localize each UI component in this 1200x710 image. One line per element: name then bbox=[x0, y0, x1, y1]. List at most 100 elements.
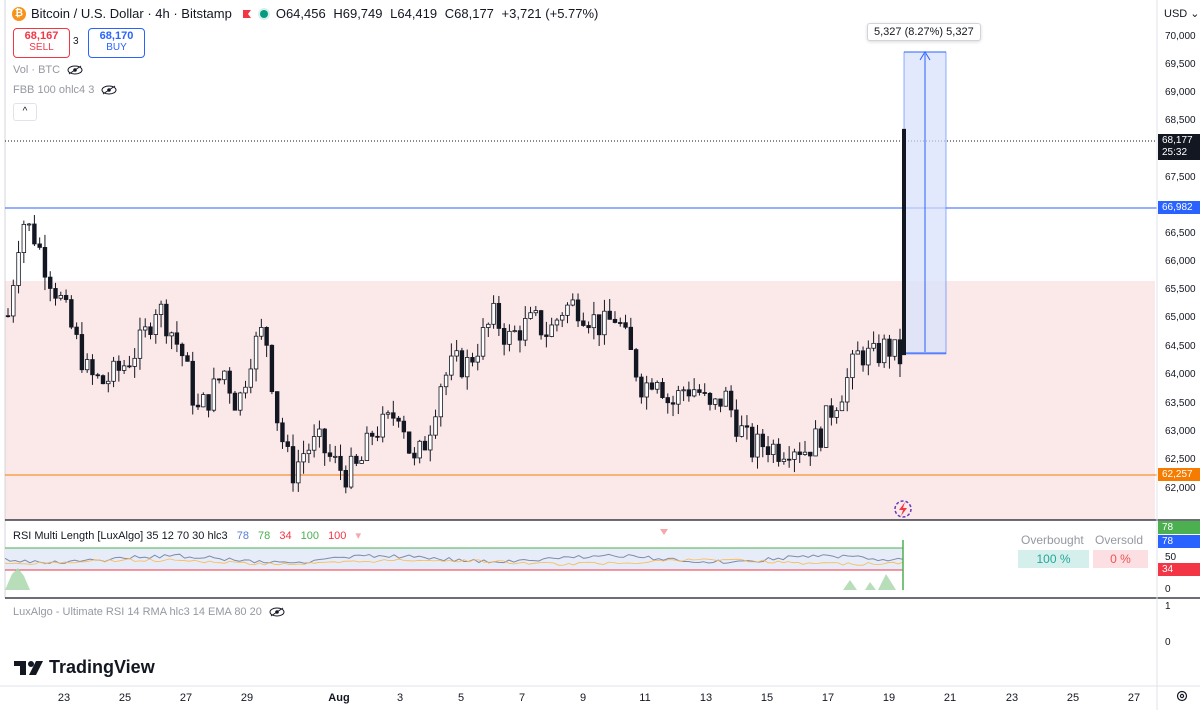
measure-tooltip: 5,327 (8.27%) 5,327 bbox=[867, 23, 981, 41]
lower-axis-1: 1 bbox=[1165, 601, 1171, 612]
date-axis-label: 9 bbox=[579, 692, 587, 704]
indicator-fbb-label: FBB 100 ohlc4 3 bbox=[13, 84, 95, 96]
indicator-vol[interactable]: Vol · BTC bbox=[13, 64, 83, 76]
candle-body bbox=[106, 380, 111, 385]
candle-body bbox=[639, 376, 644, 398]
candle-body bbox=[111, 360, 116, 382]
candle-body bbox=[560, 314, 565, 321]
candle-body bbox=[607, 310, 612, 320]
buy-label: BUY bbox=[106, 42, 127, 53]
rsi-value-1: 78 bbox=[236, 530, 249, 542]
candle-body bbox=[755, 433, 760, 458]
sell-button[interactable]: 68,167 SELL bbox=[13, 28, 70, 58]
candle-body bbox=[496, 302, 502, 329]
candle-body bbox=[380, 413, 385, 438]
candle-body bbox=[253, 335, 259, 370]
currency-selector[interactable]: USD ⌄ bbox=[1164, 7, 1200, 20]
price-axis-label: 63,500 bbox=[1165, 398, 1196, 409]
rsi-area-right bbox=[843, 574, 896, 590]
date-axis-label: 21 bbox=[943, 692, 957, 704]
candle-body bbox=[16, 252, 21, 286]
rsi-value-4: 100 bbox=[300, 530, 319, 542]
candle-body bbox=[438, 386, 444, 418]
candle-body bbox=[538, 310, 544, 336]
candles-layer bbox=[5, 128, 906, 494]
alert-flash-icon-bolt bbox=[899, 502, 907, 516]
ohlc-values: O64,456 H69,749 L64,419 C68,177 +3,721 (… bbox=[276, 6, 603, 21]
candle-body bbox=[586, 325, 591, 329]
price-axis-label: 67,500 bbox=[1165, 172, 1196, 183]
candle-body bbox=[681, 389, 686, 392]
candle-body bbox=[232, 392, 238, 411]
candle-body bbox=[523, 318, 528, 341]
candle-body bbox=[845, 377, 850, 403]
eye-slash-icon[interactable] bbox=[101, 85, 117, 95]
candle-body bbox=[238, 392, 243, 411]
candle-body bbox=[686, 389, 692, 397]
candle-body bbox=[343, 469, 348, 488]
candle-body bbox=[786, 458, 792, 461]
candle-body bbox=[739, 425, 744, 437]
candle-body bbox=[464, 357, 470, 378]
eye-slash-icon[interactable] bbox=[269, 607, 285, 617]
candle-body bbox=[575, 299, 581, 322]
candle-body bbox=[670, 402, 676, 405]
market-status-icon[interactable] bbox=[259, 9, 268, 18]
rsi-title: RSI Multi Length [LuxAlgo] 35 12 70 30 h… bbox=[13, 530, 228, 542]
candle-body bbox=[243, 386, 248, 394]
rsi-value-2: 78 bbox=[258, 530, 271, 542]
alert-flash-icon[interactable] bbox=[894, 500, 912, 518]
date-axis-label: 27 bbox=[1127, 692, 1141, 704]
candle-body bbox=[491, 302, 496, 325]
candle-body bbox=[628, 326, 634, 350]
rsi-value-3: 34 bbox=[279, 530, 292, 542]
price-axis-label: 70,000 bbox=[1165, 31, 1196, 42]
candle-body bbox=[42, 247, 48, 278]
collapse-indicators-button[interactable]: ^ bbox=[13, 103, 37, 121]
level-badge-orange: 62,257 bbox=[1158, 468, 1200, 481]
candle-body bbox=[296, 461, 301, 484]
gear-icon[interactable] bbox=[1175, 689, 1189, 703]
candle-body bbox=[665, 397, 670, 404]
candle-body bbox=[765, 446, 771, 456]
candle-body bbox=[881, 338, 887, 364]
high-value: H69,749 bbox=[333, 6, 383, 21]
buy-button[interactable]: 68,170 BUY bbox=[88, 28, 145, 58]
candle-body bbox=[385, 412, 391, 415]
candle-body bbox=[401, 420, 407, 433]
candle-body bbox=[808, 451, 813, 457]
tradingview-logo[interactable]: TradingView bbox=[14, 657, 155, 678]
candle-body bbox=[887, 338, 892, 357]
indicator-fbb[interactable]: FBB 100 ohlc4 3 bbox=[13, 84, 117, 96]
candle-body bbox=[486, 323, 491, 328]
rsi-area-left bbox=[5, 568, 30, 590]
date-axis-label: 27 bbox=[179, 692, 193, 704]
candle-body bbox=[48, 276, 53, 289]
candle-body bbox=[876, 342, 882, 364]
price-axis-label: 66,500 bbox=[1165, 228, 1196, 239]
candle-body bbox=[602, 310, 607, 336]
candle-body bbox=[116, 360, 122, 371]
eye-slash-icon[interactable] bbox=[67, 65, 83, 75]
candle-body bbox=[829, 405, 834, 418]
candle-body bbox=[834, 410, 839, 418]
candle-body bbox=[369, 432, 375, 437]
bar-countdown: 25:32 bbox=[1162, 147, 1188, 158]
rsi-indicator-label[interactable]: RSI Multi Length [LuxAlgo] 35 12 70 30 h… bbox=[13, 529, 361, 542]
candle-body bbox=[618, 322, 623, 324]
price-axis-label: 66,000 bbox=[1165, 256, 1196, 267]
indicator-ultimate-rsi[interactable]: LuxAlgo - Ultimate RSI 14 RMA hlc3 14 EM… bbox=[13, 606, 285, 618]
candle-body bbox=[802, 451, 808, 455]
candle-body bbox=[148, 326, 153, 335]
rsi-badge-78-blue: 78 bbox=[1158, 535, 1200, 548]
candle-body bbox=[644, 382, 649, 398]
candle-body bbox=[422, 440, 428, 451]
price-axis-label: 69,000 bbox=[1165, 87, 1196, 98]
candle-body bbox=[507, 330, 512, 345]
candle-body bbox=[813, 428, 818, 457]
candle-body bbox=[359, 460, 364, 464]
flag-icon[interactable] bbox=[242, 9, 252, 19]
candle-body bbox=[549, 324, 554, 337]
symbol-title[interactable]: Bitcoin / U.S. Dollar · 4h · Bitstamp bbox=[31, 6, 232, 21]
